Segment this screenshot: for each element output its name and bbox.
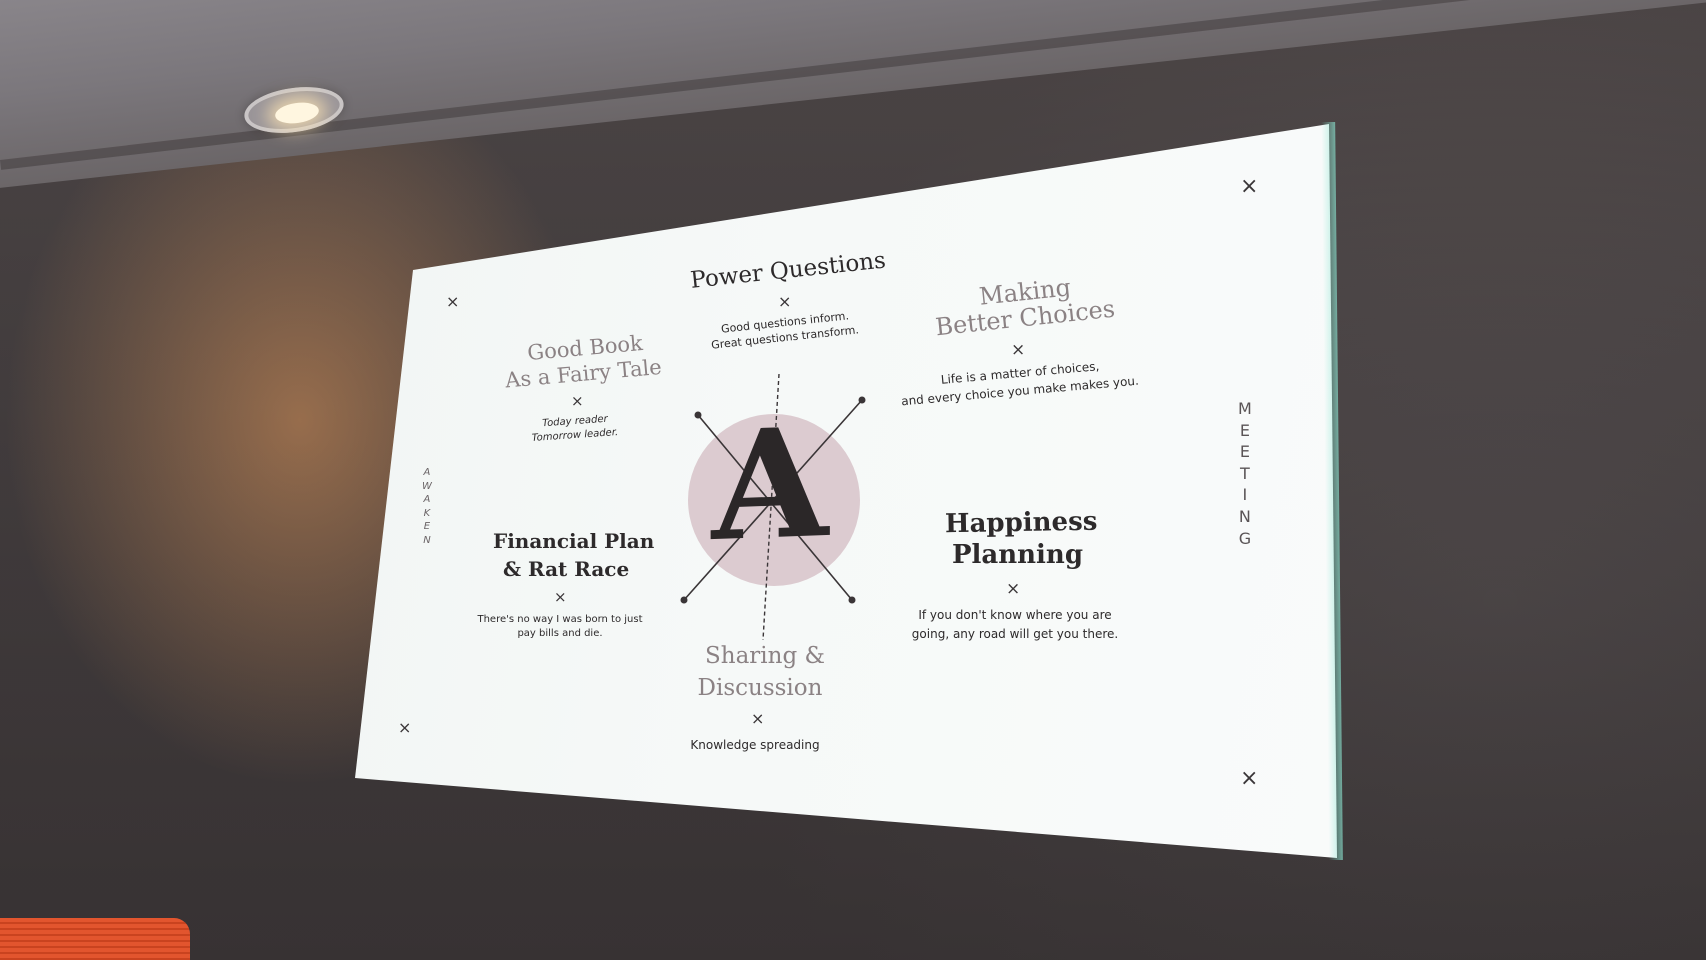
corner-mark-bottom-right: ×	[1240, 766, 1259, 791]
financial-plan-title-line-1: Financial Plan	[493, 529, 655, 553]
power-questions-mark: ×	[778, 292, 792, 311]
happiness-line-2: going, any road will get you there.	[911, 627, 1119, 641]
right-vertical-letter: E	[1239, 420, 1250, 440]
right-vertical-letter: N	[1238, 506, 1251, 526]
happiness-line-1: If you don't know where you are	[918, 608, 1112, 622]
right-vertical-letter: I	[1242, 485, 1248, 505]
happiness-mark: ×	[1006, 579, 1021, 599]
right-vertical-letter: M	[1238, 399, 1252, 418]
financial-plan-line-1: There's no way I was born to just	[477, 614, 643, 625]
making-choices-mark: ×	[1011, 340, 1026, 360]
financial-plan-title-line-2: & Rat Race	[503, 557, 630, 581]
happiness-title-line-1: Happiness	[944, 506, 1098, 540]
corner-mark-top-right: ×	[1240, 174, 1259, 199]
right-vertical-letter: T	[1240, 463, 1250, 483]
left-vertical-letter: A	[423, 467, 431, 478]
emblem-dot-br	[848, 596, 856, 604]
left-vertical-letter: N	[423, 534, 431, 546]
left-vertical-letter: E	[423, 521, 431, 532]
sharing-line-1: Knowledge spreading	[690, 738, 820, 752]
left-vertical-word: A W A K E N	[422, 466, 432, 547]
corner-mark-top-left: ×	[446, 292, 460, 311]
orange-chair-back	[0, 918, 190, 960]
happiness-title-line-2: Planning	[951, 540, 1084, 570]
emblem-cross-line-1	[697, 414, 853, 601]
emblem-dashed-axis	[762, 373, 780, 641]
financial-plan-line-2: pay bills and die.	[517, 628, 603, 639]
left-vertical-letter: A	[423, 494, 431, 505]
left-vertical-letter: W	[422, 480, 432, 492]
emblem-dot-tr	[858, 396, 866, 404]
sharing-title-line-1: Sharing &	[705, 643, 825, 669]
sharing-title-line-2: Discussion	[697, 675, 823, 701]
emblem-dot-tl	[694, 411, 702, 419]
right-vertical-letter: E	[1239, 442, 1250, 462]
corner-mark-bottom-left: ×	[398, 718, 412, 737]
good-book-mark: ×	[571, 392, 584, 410]
right-vertical-word: M E E T I N G	[1238, 398, 1252, 549]
emblem-dot-bl	[680, 596, 688, 604]
right-vertical-letter: G	[1238, 528, 1252, 548]
sharing-mark: ×	[751, 709, 765, 728]
left-vertical-letter: K	[423, 507, 431, 519]
emblem-cross-line-2	[683, 399, 863, 601]
emblem-letter: A	[711, 394, 829, 576]
financial-plan-mark: ×	[554, 588, 567, 606]
